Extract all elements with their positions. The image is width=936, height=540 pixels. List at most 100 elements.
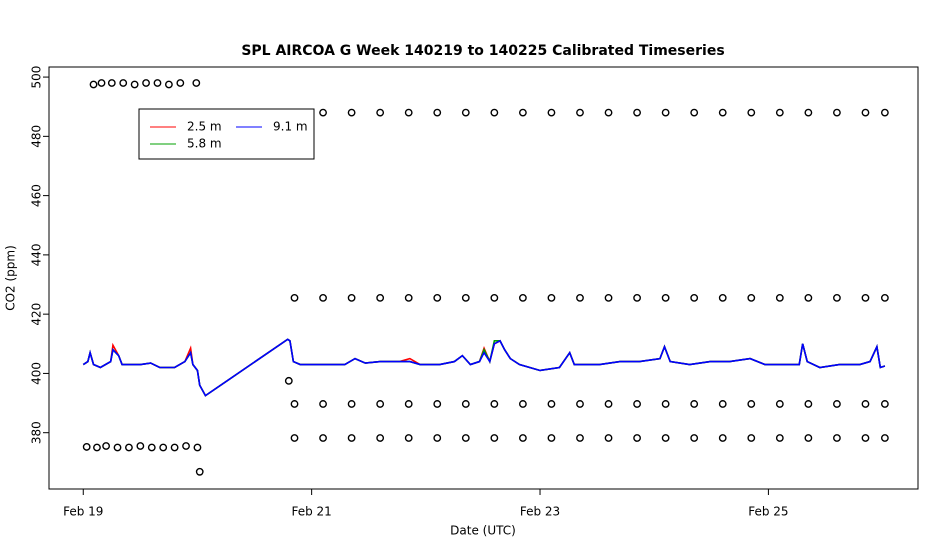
calibration-point: [804, 400, 813, 408]
calibration-point: [125, 443, 133, 452]
calibration-point: [113, 443, 122, 452]
calibration-point: [130, 80, 139, 89]
calibration-point: [182, 442, 190, 450]
y-tick-label: 460: [30, 184, 44, 207]
calibration-point: [433, 400, 442, 408]
calibration-point: [518, 434, 527, 442]
y-tick-label: 380: [30, 421, 44, 444]
calibration-point: [747, 293, 756, 302]
y-tick-label: 440: [30, 243, 44, 266]
calibration-point: [490, 434, 499, 442]
calibration-point: [192, 79, 201, 87]
legend-label: 2.5 m: [187, 120, 222, 134]
calibration-point: [193, 443, 202, 452]
calibration-point: [433, 293, 442, 302]
calibration-point: [490, 293, 499, 302]
calibration-point: [433, 434, 442, 442]
calibration-point: [604, 108, 613, 117]
calibration-point: [804, 108, 813, 117]
calibration-point: [690, 293, 699, 302]
calibration-point: [433, 108, 442, 117]
calibration-point: [147, 443, 156, 452]
calibration-point: [404, 108, 413, 117]
calibration-point: [165, 80, 173, 89]
calibration-point: [97, 79, 106, 87]
calibration-point: [690, 108, 699, 117]
calibration-point: [661, 108, 670, 117]
calibration-point: [804, 434, 813, 442]
calibration-point: [604, 293, 613, 302]
x-axis-label: Date (UTC): [450, 524, 516, 538]
calibration-point: [102, 442, 110, 450]
calibration-point: [319, 108, 327, 117]
calibration-point: [576, 400, 584, 408]
calibration-point: [195, 467, 204, 476]
calibration-point: [747, 434, 756, 442]
calibration-point: [747, 400, 756, 408]
calibration-point: [119, 79, 128, 87]
calibration-point: [290, 293, 299, 302]
calibration-point: [661, 434, 670, 442]
calibration-point: [319, 434, 327, 442]
legend-label: 5.8 m: [187, 137, 222, 151]
calibration-point: [604, 400, 613, 408]
calibration-point: [518, 400, 527, 408]
calibration-point: [661, 293, 670, 302]
calibration-point: [661, 400, 670, 408]
calibration-point: [880, 400, 889, 408]
calibration-point: [404, 293, 413, 302]
legend-box: [138, 108, 315, 160]
calibration-point: [547, 434, 556, 442]
calibration-point: [547, 293, 556, 302]
calibration-point: [347, 400, 356, 408]
calibration-point: [576, 108, 584, 117]
calibration-point: [547, 108, 556, 117]
calibration-point: [861, 108, 870, 117]
calibration-point: [376, 400, 385, 408]
calibration-point: [159, 443, 168, 452]
calibration-point: [880, 434, 889, 442]
y-axis-label: CO2 (ppm): [4, 245, 18, 311]
chart-title: SPL AIRCOA G Week 140219 to 140225 Calib…: [241, 43, 724, 59]
calibration-point: [93, 443, 101, 452]
calibration-point: [461, 293, 470, 302]
calibration-point: [461, 434, 470, 442]
calibration-point: [775, 434, 784, 442]
calibration-point: [176, 79, 185, 87]
calibration-point: [404, 434, 413, 442]
calibration-point: [718, 400, 727, 408]
calibration-point: [775, 293, 784, 302]
calibration-point: [576, 434, 584, 442]
x-tick-label: Feb 25: [748, 505, 788, 519]
calibration-point: [518, 293, 527, 302]
y-tick-label: 500: [30, 66, 44, 89]
calibration-point: [518, 108, 527, 117]
calibration-point: [775, 108, 784, 117]
plot-frame: [48, 66, 919, 490]
calibration-point: [490, 108, 499, 117]
calibration-point: [633, 108, 641, 117]
calibration-point: [284, 376, 293, 385]
x-tick-label: Feb 23: [520, 505, 560, 519]
calibration-point: [142, 79, 150, 87]
calibration-point: [633, 434, 641, 442]
calibration-point: [89, 80, 98, 89]
calibration-point: [861, 434, 870, 442]
calibration-point: [633, 400, 641, 408]
series-line: [82, 338, 886, 397]
x-tick-label: Feb 21: [291, 505, 331, 519]
legend-label: 9.1 m: [273, 120, 308, 134]
y-tick-label: 480: [30, 125, 44, 148]
calibration-point: [347, 434, 356, 442]
calibration-point: [290, 434, 299, 442]
calibration-point: [576, 293, 584, 302]
calibration-point: [604, 434, 613, 442]
calibration-point: [347, 293, 356, 302]
calibration-point: [170, 443, 179, 452]
calibration-point: [718, 434, 727, 442]
calibration-point: [107, 79, 116, 87]
calibration-point: [136, 442, 145, 450]
